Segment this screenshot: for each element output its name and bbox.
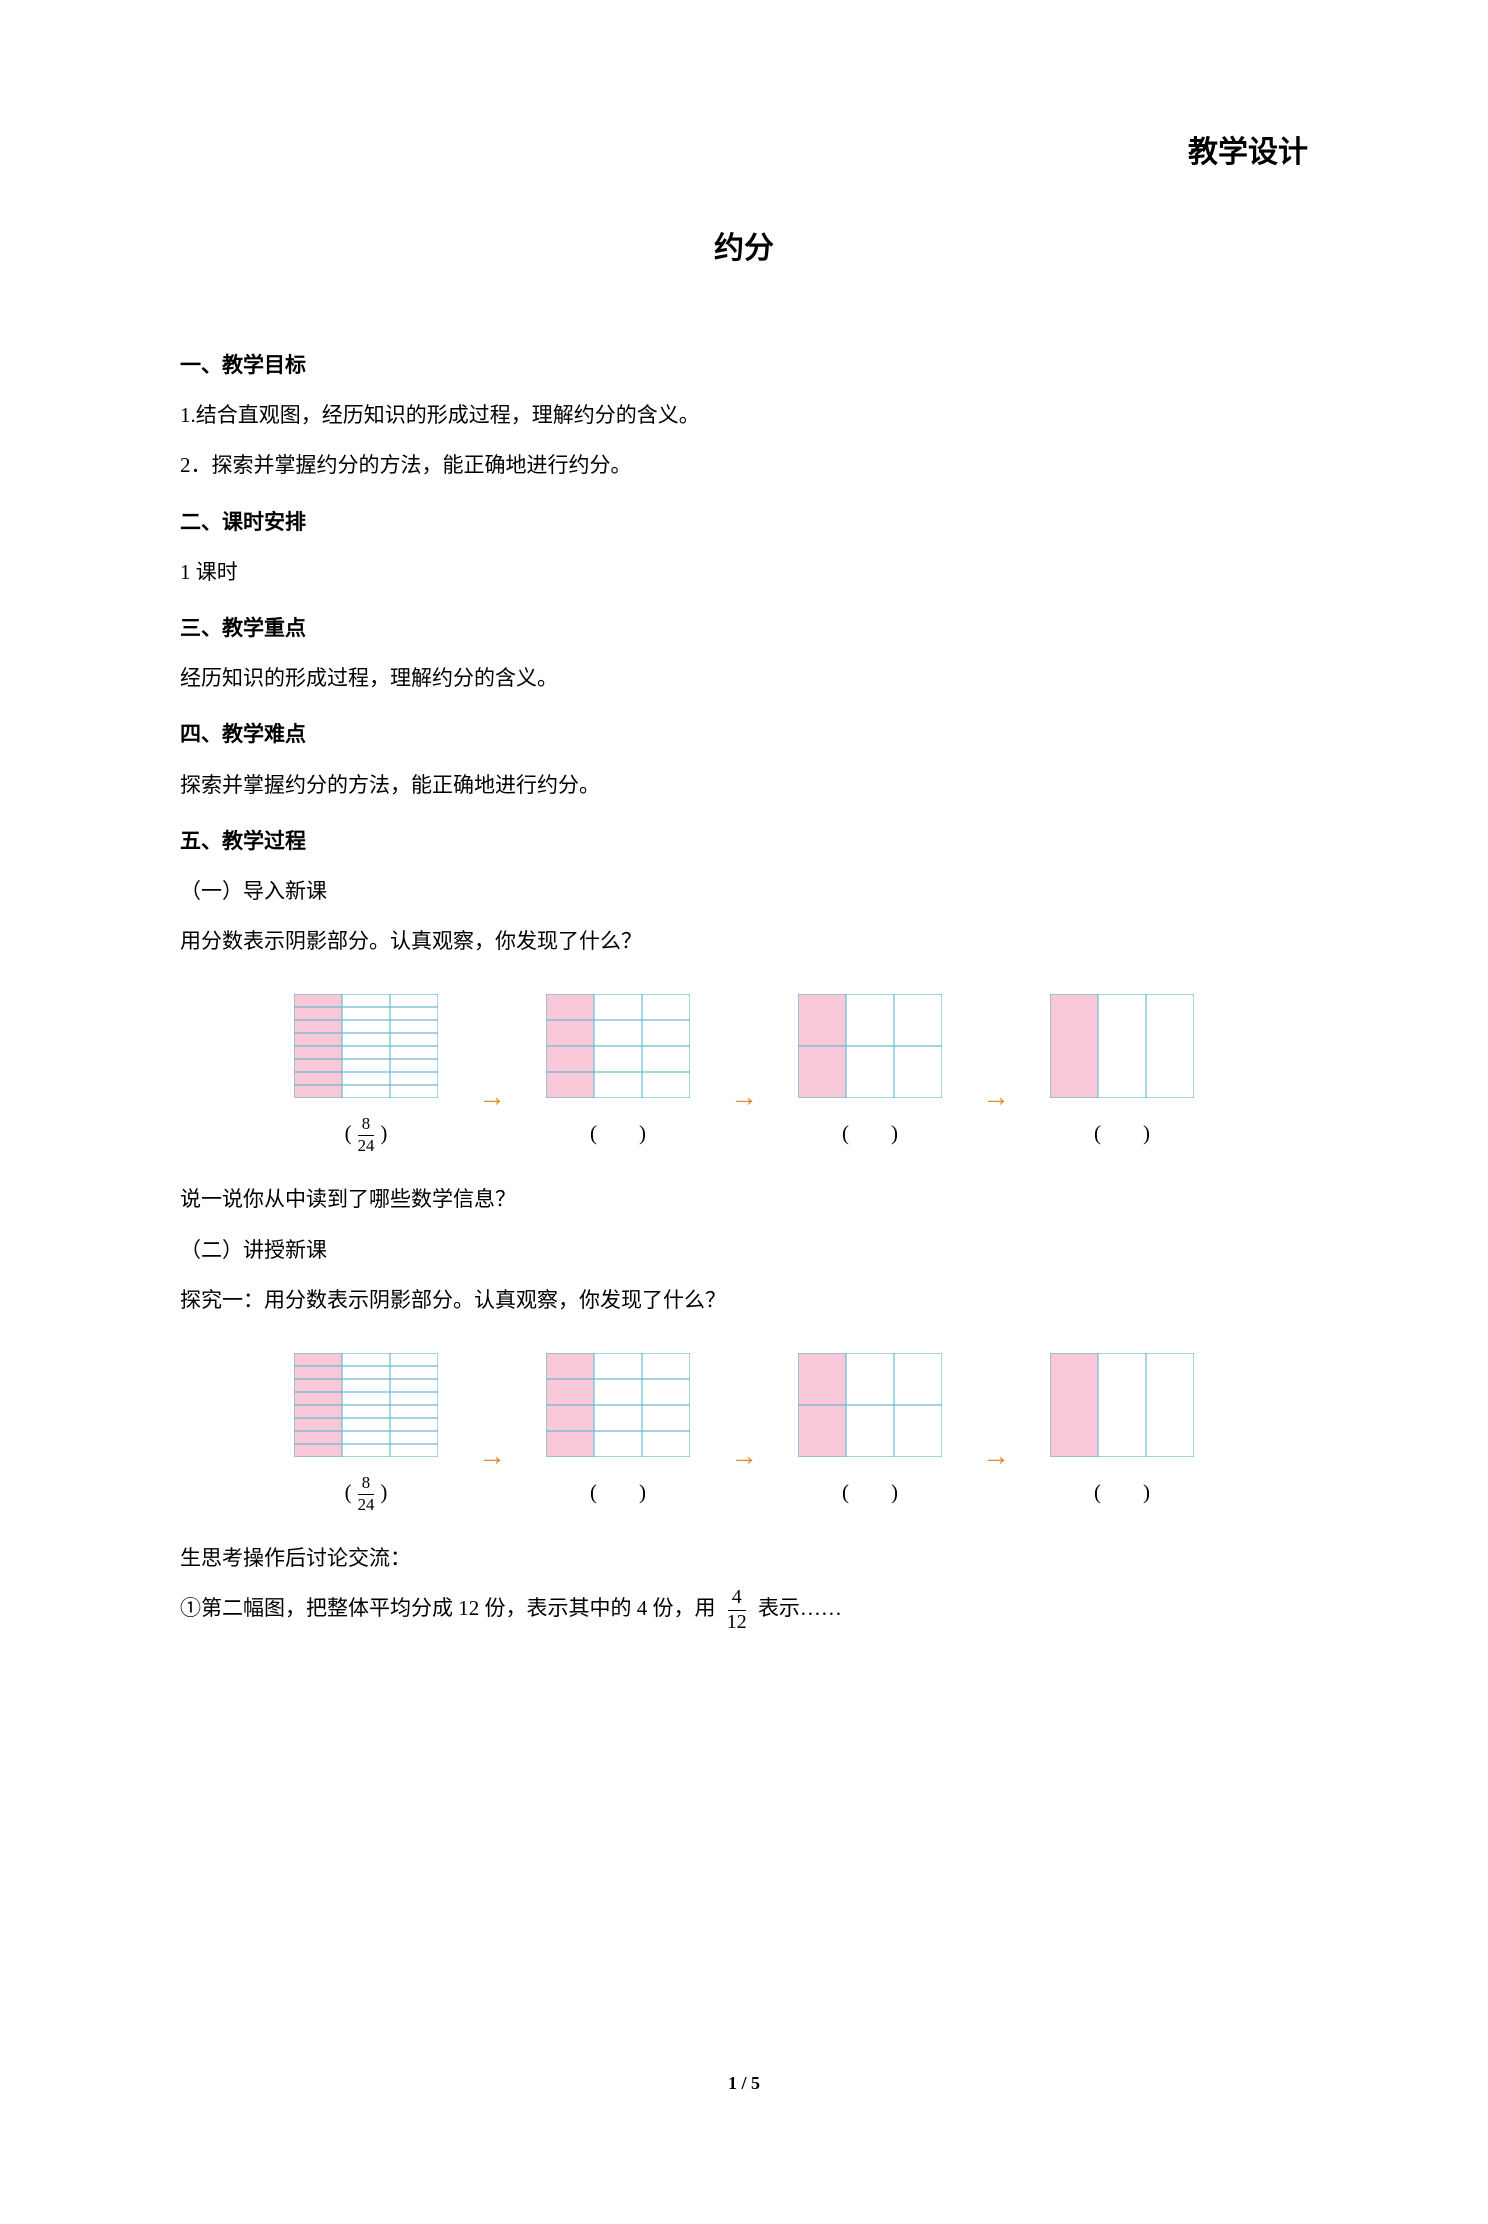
process-step-7: ①第二幅图，把整体平均分成 12 份，表示其中的 4 份，用 4 12 表示…… bbox=[180, 1585, 1308, 1633]
process-step-2: 用分数表示阴影部分。认真观察，你发现了什么？ bbox=[180, 918, 1308, 964]
diagram-item: (824) bbox=[294, 994, 438, 1156]
diagram-item: ( ) bbox=[1050, 994, 1194, 1156]
diagram-label-blank: ( ) bbox=[842, 1469, 898, 1515]
section-4-item-1: 探索并掌握约分的方法，能正确地进行约分。 bbox=[180, 762, 1308, 808]
section-2-item-1: 1 课时 bbox=[180, 549, 1308, 595]
doc-header: 教学设计 bbox=[180, 120, 1308, 186]
process-7-prefix: ①第二幅图，把整体平均分成 12 份，表示其中的 4 份，用 bbox=[180, 1596, 716, 1620]
doc-title: 约分 bbox=[180, 216, 1308, 282]
diagram-item: (824) bbox=[294, 1353, 438, 1515]
arrow-icon: → bbox=[478, 1426, 506, 1488]
diagram-item: ( ) bbox=[798, 1353, 942, 1515]
fraction-4-12-den: 12 bbox=[723, 1611, 751, 1633]
page-number: 1 / 5 bbox=[180, 2064, 1308, 2104]
process-step-4: （二）讲授新课 bbox=[180, 1227, 1308, 1273]
diagram-item: ( ) bbox=[798, 994, 942, 1156]
grid-diagram bbox=[798, 1353, 942, 1457]
arrow-icon: → bbox=[982, 1426, 1010, 1488]
process-step-5: 探究一：用分数表示阴影部分。认真观察，你发现了什么？ bbox=[180, 1277, 1308, 1323]
grid-diagram bbox=[294, 994, 438, 1098]
arrow-icon: → bbox=[478, 1067, 506, 1129]
diagram-row-1: (824) → ( ) → ( ) → ( ) bbox=[180, 994, 1308, 1156]
grid-diagram bbox=[294, 1353, 438, 1457]
section-4-heading: 四、教学难点 bbox=[180, 711, 1308, 757]
section-3-heading: 三、教学重点 bbox=[180, 605, 1308, 651]
diagram-label-blank: ( ) bbox=[590, 1469, 646, 1515]
section-2-heading: 二、课时安排 bbox=[180, 499, 1308, 545]
process-step-3: 说一说你从中读到了哪些数学信息？ bbox=[180, 1176, 1308, 1222]
diagram-item: ( ) bbox=[546, 1353, 690, 1515]
section-5-heading: 五、教学过程 bbox=[180, 818, 1308, 864]
diagram-item: ( ) bbox=[1050, 1353, 1194, 1515]
process-step-6: 生思考操作后讨论交流： bbox=[180, 1535, 1308, 1581]
process-7-suffix: 表示…… bbox=[758, 1596, 842, 1620]
diagram-label-blank: ( ) bbox=[1094, 1469, 1150, 1515]
diagram-label-blank: ( ) bbox=[590, 1110, 646, 1156]
diagram-label-blank: ( ) bbox=[842, 1110, 898, 1156]
diagram-label-blank: ( ) bbox=[1094, 1110, 1150, 1156]
grid-diagram bbox=[798, 994, 942, 1098]
arrow-icon: → bbox=[982, 1067, 1010, 1129]
fraction-4-12: 4 12 bbox=[723, 1588, 751, 1633]
grid-diagram bbox=[1050, 1353, 1194, 1457]
diagram-item: ( ) bbox=[546, 994, 690, 1156]
arrow-icon: → bbox=[730, 1067, 758, 1129]
grid-diagram bbox=[546, 994, 690, 1098]
arrow-icon: → bbox=[730, 1426, 758, 1488]
fraction-4-12-num: 4 bbox=[728, 1588, 746, 1611]
process-step-1: （一）导入新课 bbox=[180, 868, 1308, 914]
diagram-label-fraction: (824) bbox=[345, 1110, 388, 1156]
section-1-item-1: 1.结合直观图，经历知识的形成过程，理解约分的含义。 bbox=[180, 392, 1308, 438]
grid-diagram bbox=[546, 1353, 690, 1457]
diagram-label-fraction: (824) bbox=[345, 1469, 388, 1515]
section-1-heading: 一、教学目标 bbox=[180, 342, 1308, 388]
grid-diagram bbox=[1050, 994, 1194, 1098]
section-1-item-2: 2．探索并掌握约分的方法，能正确地进行约分。 bbox=[180, 442, 1308, 488]
diagram-row-2: (824) → ( ) → ( ) → ( ) bbox=[180, 1353, 1308, 1515]
section-3-item-1: 经历知识的形成过程，理解约分的含义。 bbox=[180, 655, 1308, 701]
